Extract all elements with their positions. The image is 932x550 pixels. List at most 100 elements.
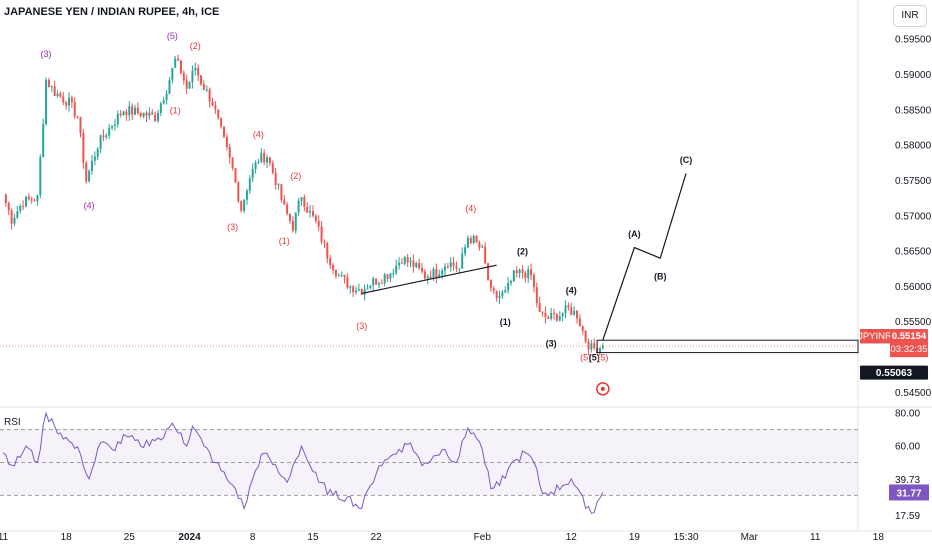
time-tick-label: 11: [810, 532, 821, 543]
candle-body: [452, 262, 455, 266]
time-tick-label: 11: [0, 532, 9, 543]
candle-body: [375, 278, 378, 285]
candle-body: [88, 171, 91, 182]
candle-body: [555, 313, 558, 321]
time-tick-label: 22: [371, 532, 383, 543]
candle-body: [27, 196, 30, 200]
time-axis[interactable]: 11 18 25 2024 8 15 22 Feb 12 19 15:30 Mar 11 18: [0, 532, 884, 543]
candle-body: [435, 268, 438, 277]
candle-body: [85, 162, 88, 182]
candle-body: [578, 318, 581, 327]
candle-body: [297, 200, 300, 213]
candle-body: [53, 86, 56, 97]
candle-body: [280, 184, 283, 200]
candle-body: [455, 265, 458, 269]
candle-body: [122, 111, 125, 116]
wave-label: (4): [253, 129, 264, 139]
candle-body: [162, 100, 165, 104]
candle-body: [581, 326, 584, 331]
rsi-tick-label: 60.00: [895, 442, 920, 453]
candle-body: [492, 288, 495, 291]
candle-body: [134, 107, 137, 115]
candle-body: [515, 270, 518, 274]
candle-body: [426, 276, 429, 279]
candle-body: [349, 286, 352, 288]
candle-body: [587, 341, 590, 350]
candle-body: [286, 204, 289, 214]
wave-label: (C): [680, 155, 693, 165]
candle-body: [168, 80, 171, 94]
drawing-overlays: [0, 173, 859, 396]
candle-body: [277, 184, 280, 186]
candle-body: [188, 82, 191, 89]
candle-body: [263, 152, 266, 163]
candle-body: [392, 273, 395, 275]
price-axis[interactable]: 0.59500 0.59000 0.58500 0.58000 0.57500 0.570…: [858, 35, 931, 399]
time-tick-label: 18: [873, 532, 885, 543]
candle-body: [355, 290, 358, 293]
candle-body: [300, 197, 303, 201]
candle-body: [518, 269, 521, 274]
candle-body: [274, 172, 277, 186]
candle-body: [481, 246, 484, 248]
candle-body: [564, 305, 567, 314]
candle-body: [113, 124, 116, 126]
candle-body: [202, 84, 205, 90]
candle-body: [415, 262, 418, 268]
candle-body: [231, 157, 234, 169]
candle-body: [369, 285, 372, 289]
candle-body: [222, 126, 225, 137]
candle-body: [458, 268, 461, 270]
last-price-badge: 0.55154: [892, 331, 927, 342]
wave-label: (1): [500, 317, 511, 327]
target-marker: [596, 382, 610, 396]
time-tick-label: 19: [629, 532, 641, 543]
currency-button[interactable]: INR: [893, 5, 927, 27]
candle-body: [326, 242, 329, 259]
candle-body: [323, 241, 326, 243]
candle-body: [10, 210, 13, 224]
candle-body: [487, 263, 490, 280]
candle-body: [19, 205, 22, 212]
rsi-line: [2, 411, 604, 515]
candle-body: [530, 269, 533, 276]
target-marker-dot: [600, 386, 605, 391]
time-tick-label: 25: [124, 532, 136, 543]
candle-body: [469, 237, 472, 244]
candle-body: [504, 290, 507, 293]
candle-body: [441, 270, 444, 275]
candle-body: [194, 67, 197, 71]
wave-label: (2): [517, 247, 528, 257]
candle-body: [309, 211, 312, 213]
candle-body: [225, 136, 228, 147]
rsi-value-badge-bg: [889, 484, 929, 501]
symbol-badge-bg: [860, 329, 890, 344]
wave-label: (A): [628, 229, 641, 239]
wave-labels: (3) (4) (5) (1) (2) (3) (4) (1) (2) (3) (4) (2) (1) (…: [41, 31, 693, 362]
candle-body: [260, 152, 263, 162]
box-bottom-badge: 0.55063: [876, 368, 913, 379]
candle-body: [234, 168, 237, 183]
candle-body: [99, 135, 102, 149]
chart-title: JAPANESE YEN / INDIAN RUPEE, 4h, ICE: [4, 6, 219, 18]
candle-body: [22, 205, 25, 207]
candle-body: [541, 311, 544, 313]
candle-body: [33, 200, 36, 202]
candle-body: [111, 125, 114, 128]
candle-body: [317, 221, 320, 227]
candle-body: [13, 217, 16, 224]
candle-body: [93, 156, 96, 161]
candle-body: [294, 212, 297, 231]
time-tick-label: 15: [307, 532, 319, 543]
candle-body: [573, 310, 576, 315]
candle-body: [306, 207, 309, 213]
rsi-panel: 80.00 60.00 39.73 17.59 31.77: [0, 409, 929, 522]
candle-body: [59, 93, 62, 97]
candle-body: [16, 211, 19, 218]
rsi-tick-label: 80.00: [895, 409, 920, 420]
candle-body: [472, 235, 475, 244]
candle-body: [245, 190, 248, 200]
candle-body: [271, 162, 274, 173]
price-tick-label: 0.59000: [895, 70, 932, 81]
